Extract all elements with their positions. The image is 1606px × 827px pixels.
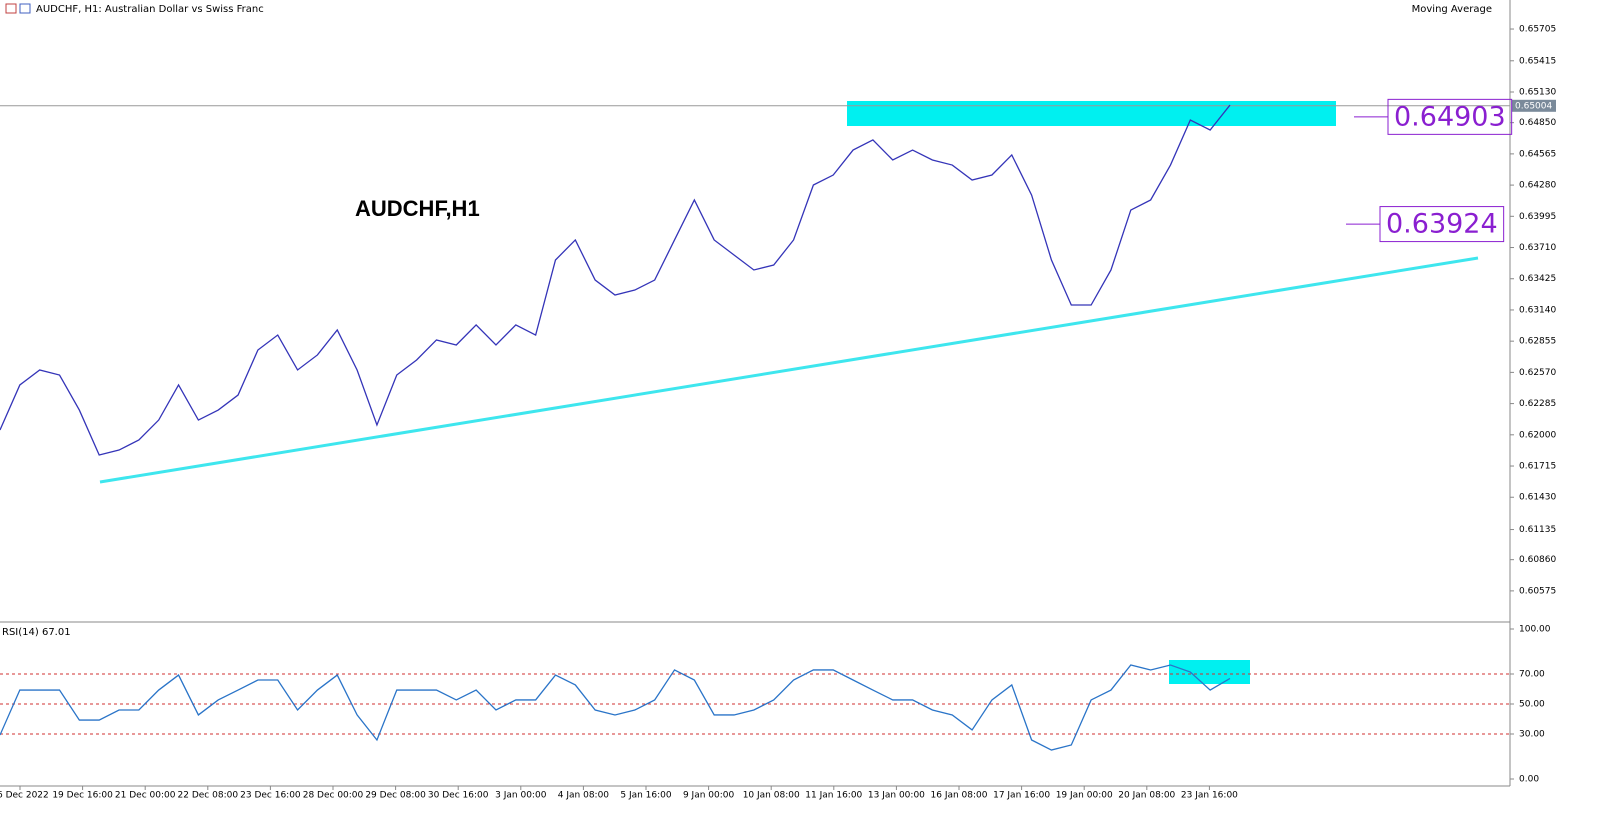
chart-icon [19, 3, 31, 14]
y-tick-label: 0.63995 [1519, 212, 1556, 222]
x-tick-label: 22 Dec 08:00 [178, 791, 239, 801]
y-tick-label: 50.00 [1519, 700, 1545, 710]
y-tick-label: 0.61715 [1519, 462, 1556, 472]
x-tick-label: 19 Jan 00:00 [1056, 791, 1113, 801]
level-label: 0.63924 [1386, 209, 1498, 240]
level-box [1379, 206, 1505, 243]
current-price-label: 0.65004 [1515, 101, 1552, 111]
x-tick-label: 23 Jan 16:00 [1181, 791, 1238, 801]
y-tick-label: 0.64565 [1519, 149, 1556, 159]
x-tick-label: 23 Dec 16:00 [240, 791, 301, 801]
y-tick-label: 0.64850 [1519, 118, 1556, 128]
x-tick-label: 13 Jan 00:00 [868, 791, 925, 801]
x-tick-label: 11 Jan 16:00 [805, 791, 862, 801]
x-tick-label: 30 Dec 16:00 [428, 791, 489, 801]
x-tick-label: 5 Jan 16:00 [620, 791, 672, 801]
y-tick-label: 0.65130 [1519, 88, 1556, 98]
y-tick-label: 30.00 [1519, 730, 1545, 740]
current-price-box [1512, 99, 1556, 112]
y-tick-label: 0.64280 [1519, 181, 1556, 191]
symbol-header: AUDCHF, H1: Australian Dollar vs Swiss F… [36, 4, 264, 15]
resistance-zone [847, 101, 1336, 126]
y-tick-label: 0.60575 [1519, 586, 1556, 596]
y-tick-label: 0.62285 [1519, 399, 1556, 409]
x-tick-label: 29 Dec 08:00 [365, 791, 426, 801]
trend-line [99, 256, 1479, 484]
y-tick-label: 70.00 [1519, 670, 1545, 680]
x-tick-label: 16 Jan 08:00 [931, 791, 988, 801]
y-tick-label: 0.65415 [1519, 56, 1556, 66]
y-tick-label: 100.00 [1519, 625, 1551, 635]
x-tick-label: 10 Jan 08:00 [743, 791, 800, 801]
y-tick-label: 0.62570 [1519, 368, 1556, 378]
x-tick-label: 3 Jan 00:00 [495, 791, 547, 801]
price-line [0, 104, 1231, 456]
rsi-title: RSI(14) 67.01 [2, 627, 71, 638]
level-label: 0.64903 [1394, 101, 1506, 132]
x-tick-label: 4 Jan 08:00 [558, 791, 610, 801]
x-tick-label: 28 Dec 00:00 [303, 791, 364, 801]
y-tick-label: 0.61135 [1519, 525, 1556, 535]
x-tick-label: 17 Jan 16:00 [993, 791, 1050, 801]
indicator-name: Moving Average [1412, 4, 1492, 15]
chart-title: AUDCHF,H1 [355, 196, 480, 221]
y-tick-label: 0.62855 [1519, 337, 1556, 347]
level-box [1387, 98, 1513, 135]
y-tick-label: 0.62000 [1519, 430, 1556, 440]
rsi-zone [1169, 660, 1250, 684]
x-tick-label: 19 Dec 16:00 [52, 791, 113, 801]
chart-icon [5, 3, 17, 14]
price-line [0, 664, 1231, 751]
y-tick-label: 0.00 [1519, 775, 1539, 785]
x-tick-label: 16 Dec 2022 [0, 791, 49, 801]
y-tick-label: 0.61430 [1519, 493, 1556, 503]
x-tick-label: 21 Dec 00:00 [115, 791, 176, 801]
y-tick-label: 0.65705 [1519, 25, 1556, 35]
y-tick-label: 0.63710 [1519, 243, 1556, 253]
x-tick-label: 9 Jan 00:00 [683, 791, 735, 801]
y-tick-label: 0.63140 [1519, 305, 1556, 315]
y-tick-label: 0.63425 [1519, 274, 1556, 284]
y-tick-label: 0.60860 [1519, 555, 1556, 565]
x-tick-label: 20 Jan 08:00 [1118, 791, 1175, 801]
